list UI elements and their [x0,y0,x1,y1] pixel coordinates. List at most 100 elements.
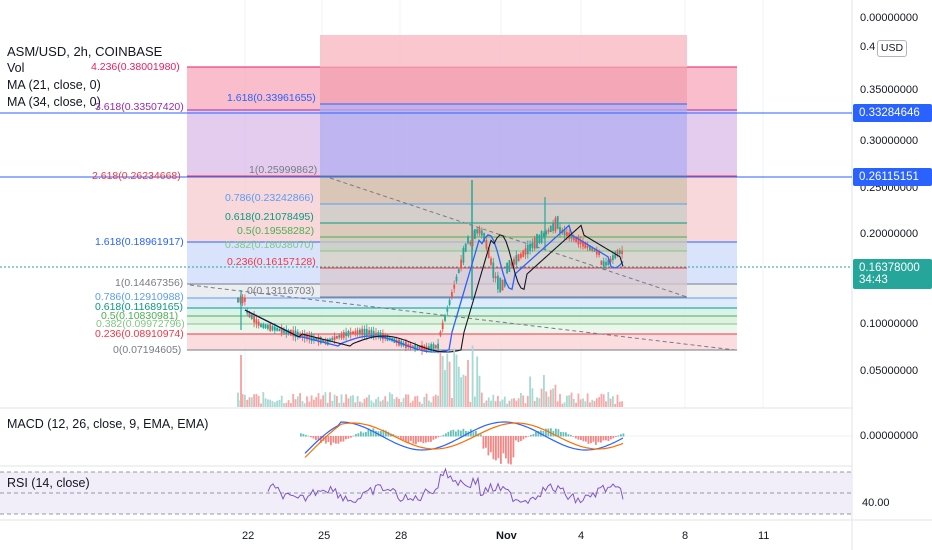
macd-histogram-bar [450,430,452,437]
fib-zone [320,223,687,237]
price-axis-label: 0.4 [860,41,876,53]
volume-bar [520,393,522,407]
candle-body [487,247,490,259]
volume-bar [384,396,387,407]
volume-bar [476,356,479,407]
volume-bar [483,402,485,407]
candle-body [370,329,373,337]
volume-bar [363,398,366,407]
candle-body [246,311,249,314]
volume-bar [467,359,469,407]
candle-body [416,346,419,349]
volume-bar [508,400,511,407]
volume-bar [618,401,621,407]
macd-histogram-bar [587,436,590,444]
candle-body [361,328,364,336]
volume-bar [428,400,430,407]
candle-body [457,269,460,274]
volume-bar [310,395,313,407]
volume-bar [616,394,619,407]
macd-histogram-bar [367,428,370,437]
volume-bar [340,394,343,407]
candle-body [257,321,260,326]
candle-body [600,260,603,265]
macd-histogram-bar [537,431,540,437]
macd-histogram-bar [515,436,517,441]
macd-label[interactable]: MACD (12, 26, close, 9, EMA, EMA) [7,417,209,431]
volume-bar [264,398,267,407]
macd-histogram-bar [590,436,592,444]
indicator-ma34[interactable]: MA (34, close, 0) [7,95,101,109]
candle-body [526,244,529,255]
candle-body [485,239,488,249]
price-axis-label: 0.20000000 [860,228,919,240]
candle-body [467,236,469,244]
currency-button[interactable]: USD [877,40,907,57]
macd-histogram-bar [302,433,305,437]
volume-bar [430,402,433,407]
candle-body [280,327,283,334]
volume-bar [352,395,354,407]
candle-body [340,333,343,338]
volume-bar [579,399,582,407]
candle-body [264,324,267,329]
macd-histogram-bar [570,434,572,437]
candle-body [439,331,442,336]
ma21-line [244,224,624,353]
macd-histogram-bar [535,431,537,437]
volume-bar [515,400,518,407]
macd-histogram-bar [395,435,397,437]
macd-axis-label: 0.00000000 [860,430,919,442]
macd-histogram-bar [582,436,585,442]
volume-bar [591,399,594,407]
macd-histogram-bar [310,436,312,438]
rsi-label[interactable]: RSI (14, close) [7,476,90,490]
candle-body [269,324,272,331]
price-tag-last: 0.16378000 34:43 [853,259,932,289]
volume-bar [513,398,515,407]
fib-level-label: 0.786(0.23242866) [225,192,314,204]
volume-bar [342,402,345,407]
indicator-ma21[interactable]: MA (21, close, 0) [7,78,101,92]
macd-histogram-bar [512,436,515,458]
volume-bar [524,403,527,407]
candle-body [365,328,368,336]
volume-bar [460,377,462,407]
candle-body [566,232,568,237]
candle-body [253,315,255,323]
volume-bar [370,400,373,407]
candle-body [589,245,591,251]
volume-bar [283,403,285,407]
volume-bar [584,401,587,407]
macd-histogram-bar [345,436,347,440]
macd-histogram-bar [417,436,420,443]
candle-body [308,336,311,339]
indicator-vol[interactable]: Vol [7,61,25,75]
volume-bar [439,352,442,407]
volume-bar [612,396,614,407]
volume-bar [386,401,389,407]
candle-body [276,327,278,331]
macd-histogram-bar [440,435,442,437]
macd-histogram-bar [305,434,307,437]
macd-histogram-bar [525,436,527,438]
macd-histogram-bar [600,436,602,443]
candle-body [248,311,251,318]
candle-body [593,249,596,252]
macd-histogram-bar [505,436,507,459]
volume-bar [448,361,451,407]
volume-bar [480,392,483,407]
symbol-title[interactable]: ASM/USD, 2h, COINBASE [7,44,163,59]
volume-bar [313,399,315,407]
time-axis-label: 25 [318,530,331,542]
volume-bar [375,399,377,407]
volume-bar [598,397,600,407]
volume-bar [349,395,352,407]
volume-bar [287,400,290,407]
macd-histogram-bar [612,436,615,439]
volume-bar [474,396,476,407]
macd-histogram-bar [545,428,547,437]
macd-histogram-bar [400,436,402,439]
